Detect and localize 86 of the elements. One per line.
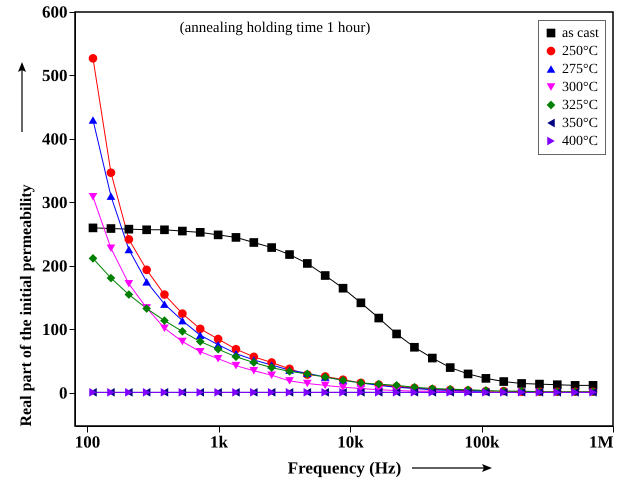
point	[214, 230, 222, 240]
point	[142, 225, 151, 234]
point	[410, 342, 419, 352]
point	[160, 324, 169, 332]
point	[285, 250, 294, 259]
point	[88, 224, 98, 232]
x-tick-label: 10k	[337, 432, 364, 452]
y-tick-label: 400	[42, 129, 68, 148]
point	[124, 246, 134, 254]
point	[106, 224, 116, 233]
point	[88, 254, 98, 263]
point	[232, 352, 240, 362]
point	[160, 316, 169, 325]
point	[124, 280, 134, 288]
point	[214, 354, 222, 362]
point	[160, 225, 169, 234]
point	[106, 168, 116, 177]
point	[88, 54, 98, 63]
point	[160, 290, 169, 299]
point	[428, 354, 437, 362]
point	[124, 224, 134, 234]
point	[196, 228, 205, 237]
legend-label: 400°C	[562, 134, 598, 149]
point	[320, 382, 330, 390]
x-axis-title: Frequency (Hz)	[288, 458, 402, 478]
point	[356, 298, 366, 308]
y-tick-label: 100	[42, 320, 68, 339]
point	[232, 233, 240, 242]
point	[142, 265, 151, 274]
point	[320, 271, 330, 280]
x-tick-label: 100k	[464, 432, 500, 452]
point	[517, 379, 526, 388]
point	[232, 362, 240, 370]
point	[178, 309, 187, 318]
point	[392, 330, 401, 338]
annotation: (annealing holding time 1 hour)	[180, 20, 370, 36]
point	[499, 377, 508, 386]
point	[160, 300, 169, 308]
y-tick-label: 0	[59, 383, 68, 402]
point	[178, 338, 187, 346]
point	[464, 370, 472, 378]
point	[303, 259, 312, 268]
point	[196, 337, 205, 346]
point	[267, 371, 276, 379]
point	[249, 367, 258, 375]
y-axis-title: Real part of the initial permeability	[18, 184, 35, 426]
point	[178, 316, 187, 324]
y-tick-label: 300	[42, 192, 68, 212]
point	[88, 193, 98, 201]
point	[374, 314, 384, 322]
legend-label: as cast	[562, 26, 600, 41]
point	[267, 363, 276, 372]
point	[142, 278, 151, 286]
y-tick-label: 600	[42, 2, 68, 22]
point	[106, 274, 116, 282]
y-tick-label: 500	[42, 66, 68, 85]
point	[214, 344, 222, 354]
point	[303, 380, 312, 388]
point	[178, 327, 187, 336]
point	[482, 374, 490, 383]
x-tick-label: 1k	[210, 432, 229, 452]
point	[338, 284, 348, 293]
y-tick-label: 200	[42, 256, 68, 276]
point	[285, 377, 294, 385]
point	[446, 363, 455, 372]
legend-label: 300°C	[562, 80, 598, 95]
point	[124, 290, 134, 299]
x-tick-label: 100	[74, 432, 100, 452]
point	[338, 384, 348, 392]
legend-label: 275°C	[562, 62, 598, 77]
point	[249, 358, 258, 367]
point	[249, 238, 258, 247]
point	[214, 334, 222, 344]
point	[267, 243, 276, 252]
legend-label: 325°C	[562, 98, 598, 113]
legend-label: 350°C	[562, 116, 598, 131]
point	[106, 244, 116, 252]
point	[178, 226, 187, 236]
point	[535, 380, 544, 388]
x-tick-label: 1M	[588, 432, 614, 452]
point	[196, 324, 205, 334]
point	[88, 116, 98, 124]
point	[106, 192, 116, 200]
point	[124, 235, 134, 244]
legend-label: 250°C	[562, 44, 598, 59]
point	[196, 348, 205, 356]
